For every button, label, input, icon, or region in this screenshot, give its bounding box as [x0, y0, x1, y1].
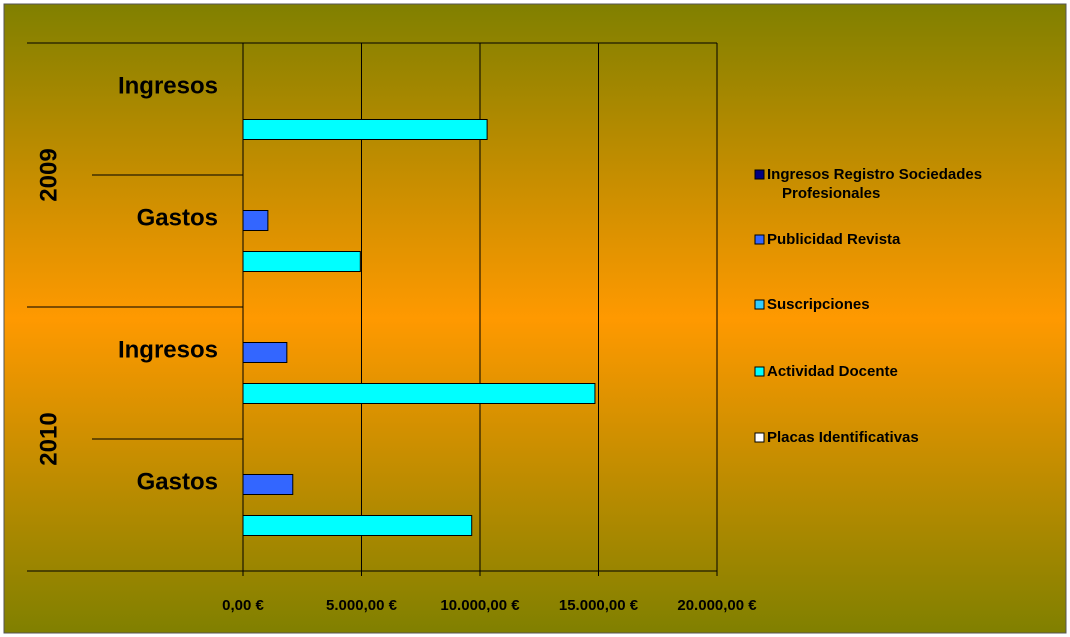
bar	[242, 119, 488, 140]
legend-swatch	[754, 299, 765, 310]
category-label: Gastos	[137, 468, 218, 495]
x-tick-label: 10.000,00 €	[440, 597, 520, 614]
category-label: Ingresos	[118, 72, 218, 99]
bar	[242, 251, 361, 272]
legend-swatch	[754, 432, 765, 443]
legend-label: Placas Identificativas	[767, 429, 919, 446]
bar	[242, 474, 294, 495]
legend-swatch	[754, 234, 765, 245]
bar	[242, 515, 473, 536]
x-tick-label: 5.000,00 €	[326, 597, 398, 614]
bar	[242, 210, 269, 231]
x-tick-label: 15.000,00 €	[559, 597, 639, 614]
chart-background	[3, 3, 1067, 634]
legend-label: Suscripciones	[767, 296, 870, 313]
legend-label: Ingresos Registro Sociedades Profesionale…	[767, 166, 982, 202]
legend-swatch	[754, 169, 765, 180]
x-tick-label: 20.000,00 €	[677, 597, 757, 614]
group-label: 2010	[35, 412, 62, 465]
legend-label: Publicidad Revista	[767, 231, 901, 248]
legend-label: Actividad Docente	[767, 363, 898, 380]
category-label: Gastos	[137, 204, 218, 231]
x-tick-label: 0,00 €	[222, 597, 264, 614]
bar	[242, 383, 596, 404]
bar	[242, 342, 288, 363]
category-label: Ingresos	[118, 336, 218, 363]
group-label: 2009	[35, 148, 62, 201]
legend-swatch	[754, 366, 765, 377]
